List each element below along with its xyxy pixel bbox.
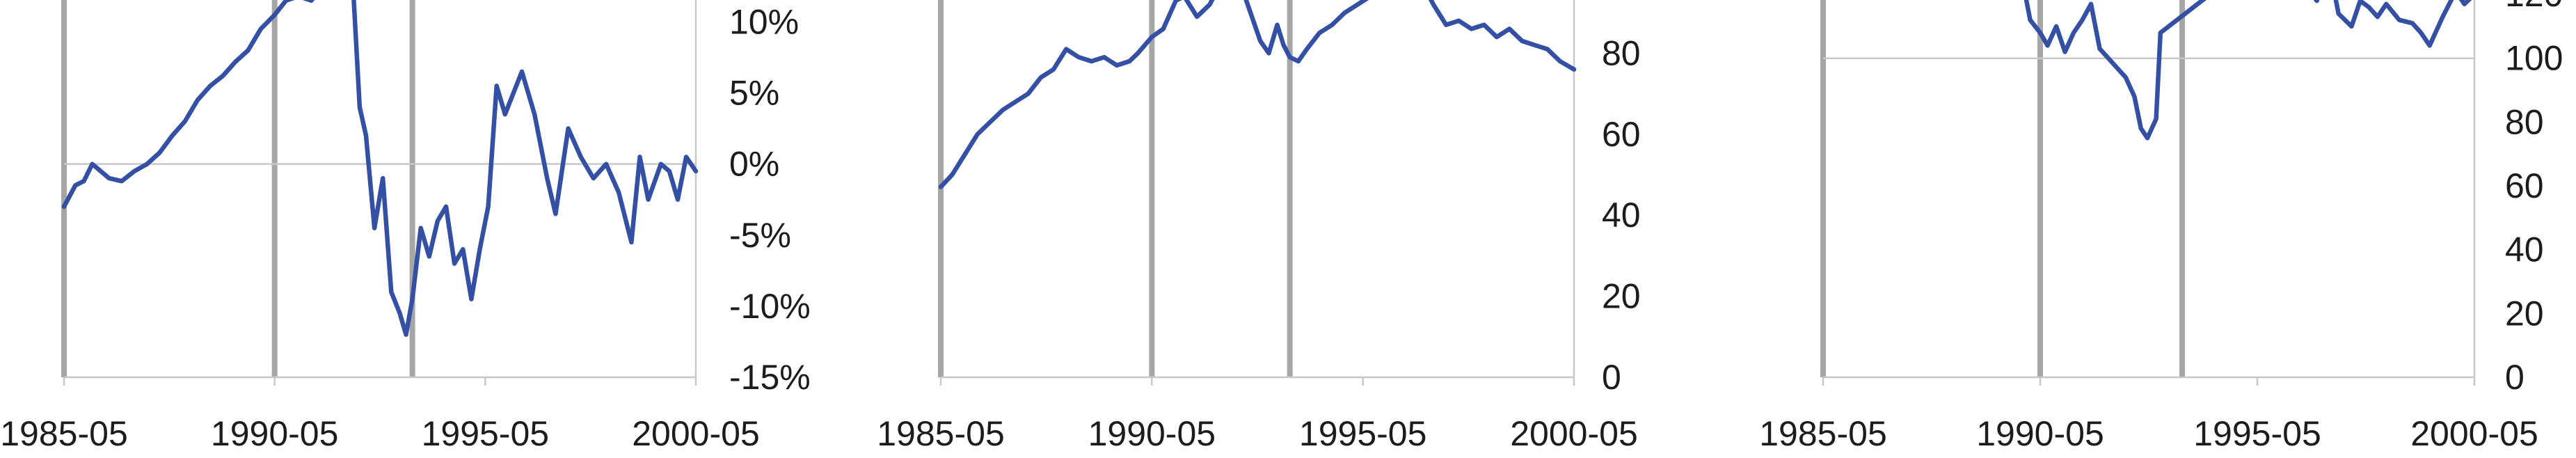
x-tick-label: 1990-05 [211,414,339,453]
y-tick-label: 120 [2505,0,2563,14]
x-tick-label: 1985-05 [0,414,128,453]
y-tick-label: 5% [729,74,779,113]
series-line [61,0,699,337]
chart-panel-2: 80 60 40 20 0 1985-05 1990-05 1995-05 2000-05 [877,0,1641,453]
y-tick-label: 80 [2505,102,2544,141]
x-tick-label: 2000-05 [632,414,760,453]
y-tick-label: 0% [729,145,779,184]
chart-panel-1: 10% 5% 0% -5% -10% -15% 1985-05 1990-05 1995-05 2… [0,0,811,453]
y-tick-label: 10% [729,2,799,41]
y-tick-label: 60 [1602,115,1641,154]
y-tick-label: -5% [729,216,791,255]
y-tick-label: 40 [2505,230,2544,269]
y-tick-label: 0 [1602,358,1621,397]
x-tick-label: 1995-05 [422,414,550,453]
y-tick-label: -15% [729,358,811,397]
x-tick-label: 1990-05 [1976,414,2104,453]
series-line [2024,0,2472,141]
x-tick-label: 1985-05 [1759,414,1887,453]
x-tick-label: 1995-05 [1299,414,1427,453]
y-tick-label: 20 [2505,294,2544,333]
x-tick-label: 2000-05 [2410,414,2538,453]
y-tick-label: 20 [1602,277,1641,316]
y-tick-label: 0 [2505,358,2525,397]
y-tick-label: 40 [1602,196,1641,235]
x-tick-label: 1985-05 [877,414,1005,453]
x-tick-label: 1995-05 [2193,414,2321,453]
x-tick-label: 1990-05 [1088,414,1216,453]
y-tick-label: -10% [729,287,811,326]
y-tick-label: 100 [2505,39,2563,78]
chart-panel-3: 120 100 80 60 40 20 0 1985-05 1990-05 1995-05 2000… [1759,0,2563,453]
y-tick-label: 80 [1602,33,1641,72]
series-line [938,0,1577,189]
y-tick-label: 60 [2505,166,2544,205]
x-tick-label: 2000-05 [1510,414,1638,453]
